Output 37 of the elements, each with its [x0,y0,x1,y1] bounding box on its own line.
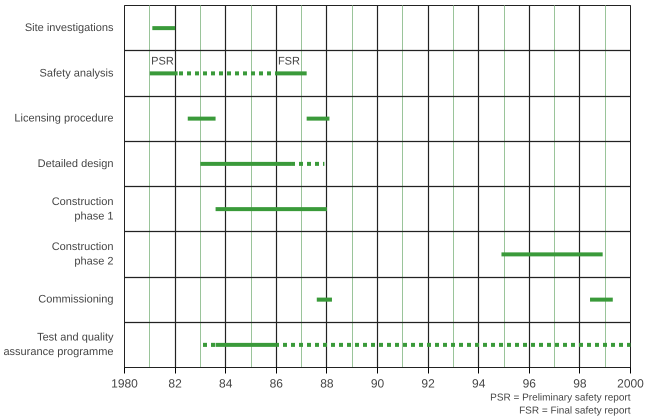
x-tick-label: 2000 [617,376,644,390]
bar [276,342,630,347]
bar [216,342,276,347]
x-tick-label: 96 [522,376,536,390]
x-tick-label: 94 [472,376,486,390]
annotation: FSR [278,55,300,68]
bar [150,71,178,76]
bar [316,298,332,302]
bar [200,162,292,166]
x-tick-label: 86 [270,376,284,390]
text: FSR = Final safety report [519,406,631,416]
bar [152,26,176,30]
bar [306,116,330,121]
bar [590,298,613,302]
bar [276,71,307,76]
x-tick-label: 84 [219,376,233,390]
y-tick-label: Safety analysis [40,67,114,80]
x-tick-label: 82 [168,376,182,390]
y-tick-label: Site investigations [24,22,114,34]
bar [178,71,276,76]
y-tick-label: Construction phase 2 [52,241,114,268]
x-tick-label: 98 [573,376,587,390]
annotation: PSR [151,55,174,68]
y-tick-label: Commissioning [38,294,114,306]
y-tick-label: Licensing procedure [14,112,114,125]
y-tick-label: Test and quality assurance programme [3,332,114,358]
x-tick-label: 90 [370,376,384,390]
bar [291,162,324,166]
bar [216,207,327,212]
x-tick-label: 88 [320,376,334,390]
bar [501,252,603,256]
x-tick-label: 92 [421,376,436,390]
text: PSR = Preliminary safety report [490,392,631,404]
x-tick-label: 1980 [111,376,138,390]
bar [188,116,216,121]
y-tick-label: Construction phase 1 [52,196,114,222]
y-tick-label: Detailed design [38,158,114,170]
